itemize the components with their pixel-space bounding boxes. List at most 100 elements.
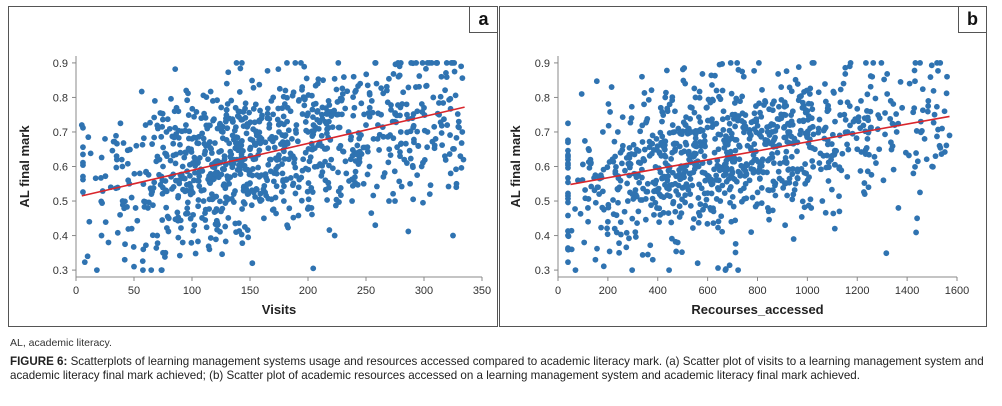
data-point-a — [84, 253, 91, 260]
data-point-a — [264, 177, 271, 184]
data-point-b — [639, 174, 645, 181]
data-point-b — [739, 93, 746, 100]
data-point-b — [595, 184, 601, 191]
data-point-a — [164, 213, 171, 220]
data-point-b — [747, 144, 754, 151]
data-point-b — [613, 163, 619, 170]
data-point-b — [858, 149, 865, 155]
data-point-b — [864, 168, 871, 175]
data-point-a — [232, 220, 239, 227]
data-point-b — [785, 166, 792, 173]
data-point-b — [751, 67, 758, 74]
data-point-a — [151, 97, 158, 104]
data-point-b — [815, 129, 822, 136]
data-point-a — [177, 149, 184, 156]
data-point-b — [708, 190, 715, 197]
data-point-b — [778, 111, 784, 118]
data-point-b — [719, 182, 726, 189]
data-point-a — [162, 254, 168, 260]
data-point-b — [861, 115, 868, 122]
data-point-a — [131, 170, 138, 177]
data-point-a — [216, 149, 222, 155]
data-point-a — [182, 188, 188, 195]
data-point-b — [727, 60, 734, 66]
data-point-b — [767, 140, 774, 147]
data-point-a — [310, 265, 317, 272]
data-point-a — [303, 75, 310, 82]
data-point-b — [783, 148, 790, 155]
data-point-a — [200, 135, 207, 142]
data-point-b — [717, 96, 724, 103]
data-point-a — [384, 99, 391, 106]
data-point-b — [607, 109, 613, 115]
data-point-b — [628, 151, 635, 157]
data-point-a — [198, 187, 205, 194]
data-point-b — [824, 105, 831, 112]
data-point-a — [206, 173, 213, 180]
data-point-b — [810, 60, 817, 66]
data-point-b — [930, 119, 937, 126]
data-point-a — [246, 109, 252, 116]
data-point-a — [298, 60, 304, 66]
data-point-a — [304, 112, 310, 119]
data-point-b — [735, 168, 742, 175]
x-tick-label-b: 600 — [698, 285, 716, 297]
data-point-b — [794, 148, 800, 155]
data-point-a — [125, 226, 132, 232]
data-point-a — [318, 132, 325, 139]
data-point-b — [798, 214, 805, 220]
data-point-b — [660, 209, 667, 216]
data-point-a — [190, 227, 197, 234]
data-point-b — [933, 103, 940, 110]
data-point-a — [149, 232, 156, 239]
data-point-a — [437, 93, 444, 100]
data-point-b — [794, 166, 801, 173]
data-point-a — [281, 183, 287, 190]
data-point-b — [748, 229, 755, 236]
data-point-b — [676, 203, 683, 210]
data-point-a — [219, 166, 226, 172]
data-point-b — [863, 144, 870, 151]
data-point-b — [617, 177, 624, 184]
data-point-b — [789, 108, 796, 115]
data-point-b — [662, 94, 669, 101]
data-point-b — [715, 131, 722, 138]
data-point-b — [628, 115, 635, 122]
x-tick-label-a: 200 — [299, 285, 317, 297]
data-point-a — [114, 229, 121, 236]
data-point-a — [235, 147, 241, 154]
data-point-b — [660, 112, 667, 118]
data-point-a — [147, 119, 153, 126]
data-point-a — [284, 139, 291, 146]
data-point-a — [252, 193, 259, 200]
data-point-a — [335, 169, 341, 176]
data-point-a — [370, 192, 377, 199]
data-point-b — [672, 148, 678, 154]
data-point-a — [305, 180, 312, 186]
data-point-b — [842, 71, 849, 77]
data-point-a — [219, 251, 225, 258]
data-point-b — [626, 144, 633, 151]
data-point-a — [324, 197, 330, 203]
data-point-a — [439, 142, 446, 148]
data-point-a — [212, 171, 219, 177]
data-point-b — [629, 215, 636, 222]
data-point-b — [699, 169, 706, 176]
data-point-a — [203, 94, 210, 100]
data-point-b — [733, 137, 740, 143]
data-point-a — [159, 123, 166, 130]
data-point-b — [766, 106, 773, 113]
data-point-a — [223, 80, 230, 87]
data-point-b — [844, 173, 851, 180]
data-point-a — [92, 175, 99, 182]
data-point-a — [80, 176, 86, 183]
data-point-b — [889, 120, 896, 127]
data-point-b — [652, 199, 659, 206]
data-point-a — [214, 219, 220, 225]
data-point-b — [695, 209, 702, 216]
data-point-b — [911, 105, 918, 112]
data-point-b — [648, 150, 655, 157]
data-point-b — [775, 168, 782, 175]
data-point-b — [639, 73, 645, 80]
